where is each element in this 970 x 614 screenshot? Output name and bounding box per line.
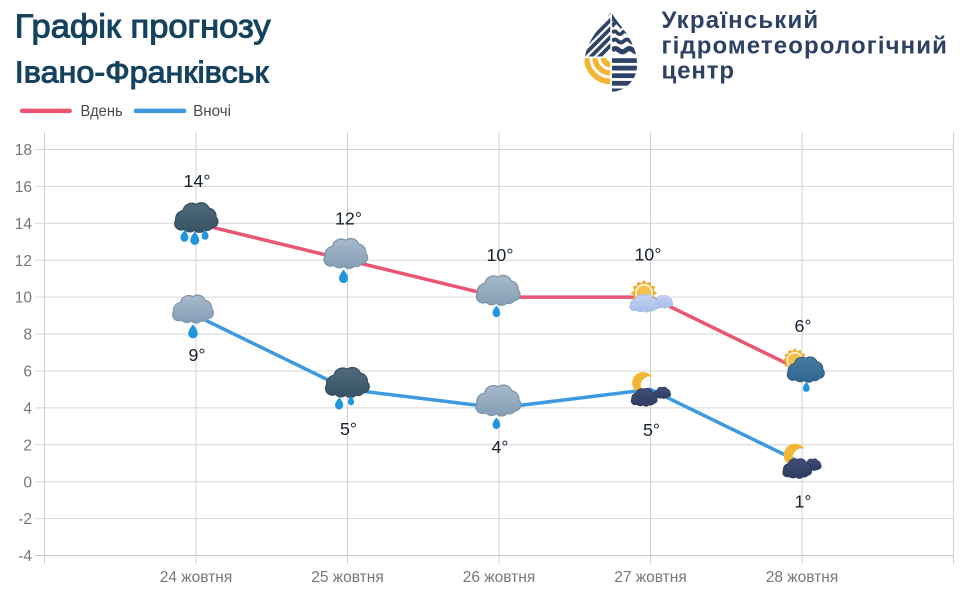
svg-text:5°: 5° [340,419,357,439]
svg-text:4: 4 [23,401,32,418]
svg-text:12: 12 [15,253,32,270]
svg-text:1°: 1° [795,492,812,512]
svg-text:5°: 5° [643,420,660,440]
svg-text:0: 0 [23,474,32,491]
svg-text:10°: 10° [635,245,662,265]
svg-text:14°: 14° [184,171,211,191]
svg-text:10: 10 [15,290,33,307]
svg-text:8: 8 [23,327,32,344]
svg-text:24 жовтня: 24 жовтня [160,569,232,586]
svg-text:Графік прогнозу: Графік прогнозу [15,8,271,45]
svg-text:Івано-Франківськ: Івано-Франківськ [15,55,269,90]
svg-text:18: 18 [15,142,32,159]
svg-text:6: 6 [23,364,32,381]
svg-text:центр: центр [662,58,735,85]
svg-text:Вдень: Вдень [81,103,123,120]
svg-text:2: 2 [23,437,32,454]
svg-text:-4: -4 [18,548,32,565]
svg-text:Український: Український [662,7,819,34]
svg-text:25 жовтня: 25 жовтня [311,569,383,586]
svg-text:9°: 9° [189,345,206,365]
svg-text:гідрометеорологічний: гідрометеорологічний [662,33,947,60]
svg-text:10°: 10° [487,245,514,265]
svg-text:Вночі: Вночі [193,103,231,120]
svg-text:26 жовтня: 26 жовтня [463,569,535,586]
svg-text:6°: 6° [795,316,812,336]
svg-text:16: 16 [15,179,32,196]
svg-text:12°: 12° [335,208,362,228]
svg-text:27 жовтня: 27 жовтня [614,569,686,586]
svg-text:28 жовтня: 28 жовтня [766,569,838,586]
svg-text:-2: -2 [18,511,32,528]
svg-text:4°: 4° [492,437,509,457]
svg-text:14: 14 [15,216,33,233]
